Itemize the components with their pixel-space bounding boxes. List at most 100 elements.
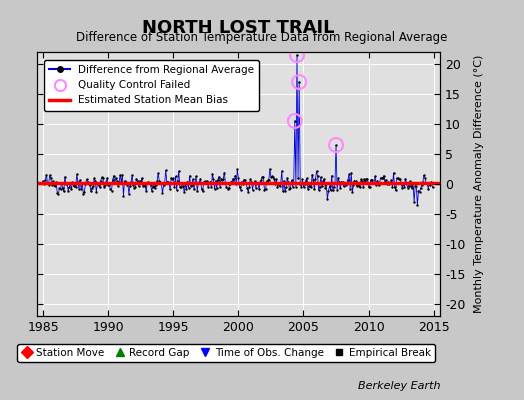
Point — [360, 176, 368, 182]
Point — [228, 178, 236, 185]
Point — [107, 187, 116, 194]
Point — [192, 173, 200, 180]
Point — [300, 181, 309, 188]
Point — [233, 166, 242, 172]
Point — [114, 183, 122, 190]
Point — [236, 186, 245, 193]
Point — [137, 179, 145, 186]
Point — [206, 178, 214, 185]
Point — [195, 179, 203, 185]
Text: Difference of Station Temperature Data from Regional Average: Difference of Station Temperature Data f… — [77, 32, 447, 44]
Point — [76, 176, 84, 183]
Point — [46, 172, 54, 178]
Point — [222, 184, 231, 190]
Point — [148, 184, 157, 190]
Point — [380, 179, 389, 185]
Point — [154, 170, 162, 176]
Point — [250, 178, 259, 184]
Point — [63, 180, 71, 186]
Point — [234, 175, 243, 181]
Point — [179, 183, 187, 189]
Point — [55, 185, 63, 191]
Point — [357, 176, 365, 182]
Point — [75, 186, 83, 192]
Point — [421, 174, 429, 181]
Point — [48, 182, 56, 188]
Point — [376, 174, 385, 181]
Point — [290, 180, 298, 186]
Point — [324, 188, 333, 194]
Point — [143, 180, 151, 186]
Point — [345, 171, 353, 178]
Point — [278, 168, 286, 174]
Point — [140, 182, 148, 189]
Point — [134, 178, 142, 184]
Point — [255, 186, 263, 192]
Point — [142, 188, 150, 195]
Point — [220, 169, 228, 176]
Point — [253, 180, 261, 186]
Point — [407, 183, 415, 189]
Point — [349, 182, 357, 189]
Point — [423, 180, 431, 187]
Point — [413, 202, 422, 208]
Point — [257, 177, 265, 183]
Point — [370, 180, 378, 186]
Point — [359, 184, 367, 190]
Point — [102, 179, 110, 185]
Point — [275, 182, 283, 188]
Point — [296, 181, 304, 187]
Point — [322, 181, 331, 188]
Point — [105, 181, 114, 188]
Point — [427, 179, 435, 185]
Point — [326, 187, 335, 194]
Point — [61, 174, 69, 180]
Point — [261, 186, 270, 192]
Point — [79, 190, 88, 197]
Point — [310, 186, 319, 193]
Title: NORTH LOST TRAIL: NORTH LOST TRAIL — [142, 18, 335, 36]
Point — [266, 166, 274, 172]
Point — [293, 52, 301, 58]
Point — [329, 186, 337, 193]
Point — [92, 189, 101, 196]
Point — [256, 179, 264, 186]
Point — [323, 196, 332, 202]
Point — [394, 175, 402, 182]
Point — [343, 180, 351, 186]
Point — [59, 185, 67, 191]
Point — [113, 177, 121, 184]
Point — [224, 185, 233, 192]
Point — [348, 189, 356, 195]
Point — [172, 186, 181, 193]
Point — [321, 184, 330, 191]
Point — [238, 181, 247, 188]
Point — [308, 171, 316, 178]
Point — [416, 189, 424, 195]
Point — [39, 178, 47, 184]
Point — [196, 176, 205, 182]
Point — [342, 182, 350, 188]
Point — [295, 79, 303, 85]
Point — [58, 179, 66, 186]
Point — [42, 172, 51, 178]
Point — [156, 178, 165, 185]
Point — [301, 178, 310, 184]
Point — [374, 181, 383, 187]
Point — [40, 180, 48, 187]
Point — [281, 188, 289, 195]
Point — [272, 176, 280, 183]
Point — [410, 199, 418, 205]
Point — [299, 184, 308, 190]
Point — [43, 180, 52, 186]
Point — [385, 180, 394, 187]
Point — [214, 177, 222, 183]
Point — [375, 181, 384, 188]
Point — [160, 180, 169, 186]
Point — [218, 177, 226, 184]
Point — [384, 178, 392, 185]
Point — [89, 183, 97, 190]
Point — [295, 79, 303, 85]
Point — [217, 176, 225, 182]
Point — [332, 142, 340, 148]
